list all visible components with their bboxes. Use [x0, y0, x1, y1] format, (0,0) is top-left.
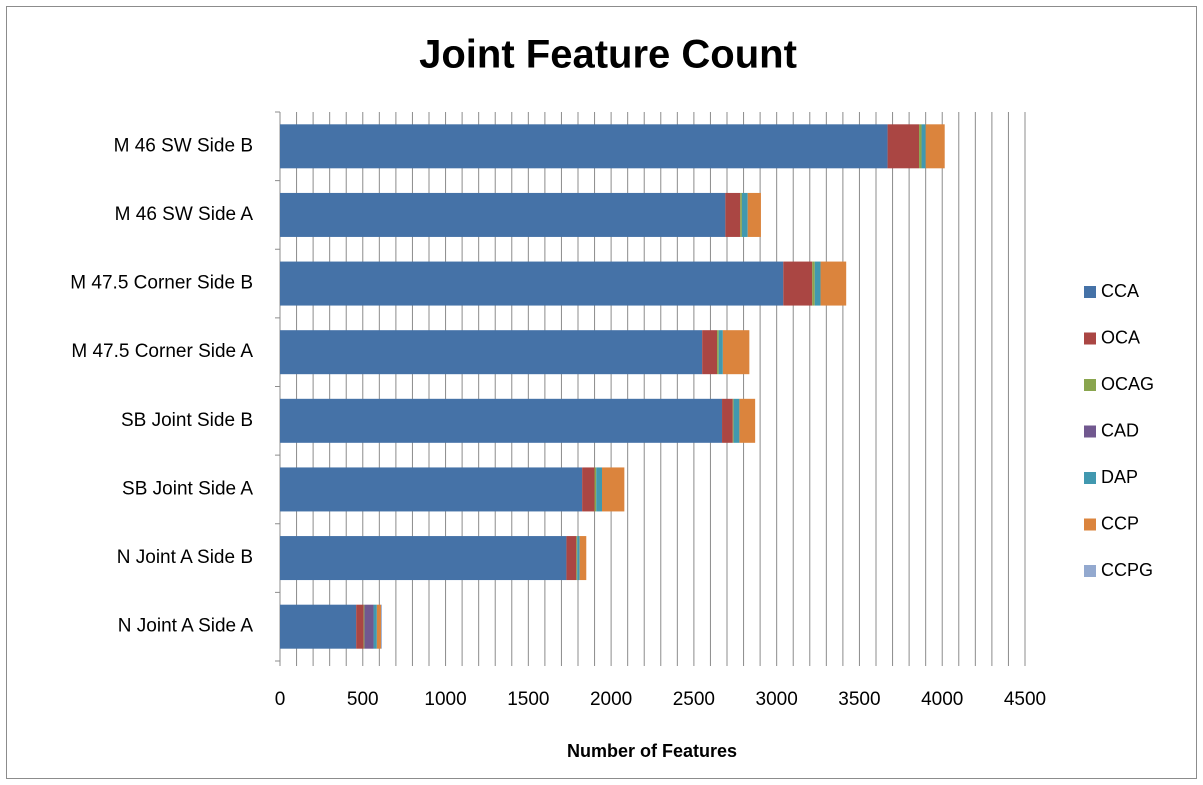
legend-label: CCPG	[1101, 560, 1153, 580]
bar-segment	[740, 192, 742, 237]
legend-label: OCAG	[1101, 374, 1154, 394]
legend-swatch	[1084, 332, 1096, 345]
bar-segment	[576, 536, 578, 581]
legend-label: CAD	[1101, 420, 1139, 440]
y-tick-label: M 47.5 Corner Side A	[71, 341, 253, 362]
bar-segment	[722, 398, 733, 443]
x-axis-label: Number of Features	[567, 741, 737, 761]
x-tick-label: 3500	[838, 689, 880, 710]
x-tick-label: 2000	[590, 689, 632, 710]
bar-segment	[356, 604, 364, 649]
bar-segment	[566, 536, 577, 581]
bar-segment	[814, 261, 821, 306]
bar-segment	[812, 261, 815, 306]
y-tick-label: M 46 SW Side A	[115, 204, 254, 225]
legend-label: OCA	[1101, 327, 1140, 347]
legend-label: CCP	[1101, 513, 1139, 533]
legend-label: CCA	[1101, 281, 1139, 301]
legend-swatch	[1084, 425, 1096, 438]
bar-segment	[725, 192, 741, 237]
bar-segment	[820, 261, 847, 306]
x-tick-label: 4000	[921, 689, 963, 710]
x-tick-label: 0	[275, 689, 286, 710]
bar-segment	[280, 124, 888, 169]
bar-segment	[280, 192, 726, 237]
bar-segment	[887, 124, 920, 169]
x-tick-label: 1000	[424, 689, 466, 710]
bar-segment	[280, 604, 357, 649]
bar-segment	[364, 604, 374, 649]
bar-segment	[582, 467, 595, 512]
bar-segment	[733, 398, 740, 443]
bar-segment	[363, 604, 365, 649]
bar-segment	[280, 398, 723, 443]
bar-segment	[380, 604, 382, 649]
bar-segment	[921, 124, 926, 169]
legend-swatch	[1084, 565, 1096, 577]
y-tick-label: SB Joint Side B	[121, 410, 253, 431]
chart-border	[6, 6, 1197, 779]
bar-segment	[280, 536, 567, 581]
chart-title: Joint Feature Count	[419, 33, 797, 77]
x-tick-label: 500	[347, 689, 379, 710]
legend-swatch	[1084, 286, 1096, 298]
bar-segment	[280, 330, 703, 375]
bar-segment	[577, 536, 580, 581]
bar-segment	[747, 192, 761, 237]
bar-segment	[919, 124, 922, 169]
bar-segment	[579, 536, 587, 581]
y-tick-label: N Joint A Side A	[118, 616, 254, 637]
bar-segment	[373, 604, 377, 649]
bar-segment	[376, 604, 381, 649]
x-tick-label: 2500	[673, 689, 715, 710]
y-tick-label: M 47.5 Corner Side B	[70, 273, 253, 294]
legend-swatch	[1084, 379, 1096, 391]
bar-segment	[783, 261, 813, 306]
bar-segment	[925, 124, 945, 169]
y-tick-label: SB Joint Side A	[122, 478, 253, 499]
x-tick-label: 1500	[507, 689, 549, 710]
y-tick-label: M 46 SW Side B	[114, 135, 253, 156]
bar-segment	[718, 330, 723, 375]
bar-segment	[732, 398, 734, 443]
bar-segment	[280, 467, 583, 512]
legend-label: DAP	[1101, 467, 1138, 487]
bar-segment	[594, 467, 597, 512]
y-tick-label: N Joint A Side B	[117, 547, 253, 568]
bar-segment	[702, 330, 718, 375]
bar-segment	[739, 398, 756, 443]
legend-swatch	[1084, 518, 1096, 531]
x-tick-label: 4500	[1004, 689, 1046, 710]
x-tick-label: 3000	[756, 689, 798, 710]
bar-segment	[741, 192, 748, 237]
bar-segment	[717, 330, 719, 375]
bar-segment	[722, 330, 750, 375]
bar-segment	[596, 467, 603, 512]
legend-swatch	[1084, 472, 1096, 484]
bar-segment	[280, 261, 784, 306]
bar-segment	[602, 467, 625, 512]
